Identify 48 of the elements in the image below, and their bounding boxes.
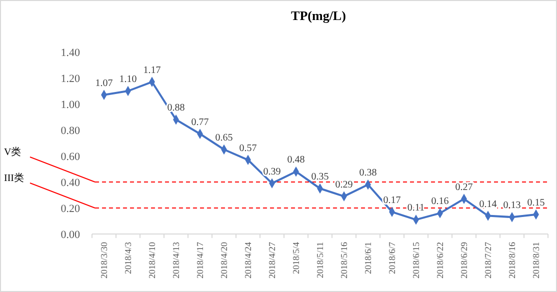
x-tick-label: 2018/6/7: [387, 242, 397, 274]
x-tick-label: 2018/4/20: [219, 242, 229, 279]
x-tick-label: 2018/4/27: [267, 242, 277, 279]
x-tick-label: 2018/6/29: [459, 242, 469, 279]
x-tick-label: 2018/3/30: [99, 242, 109, 279]
data-label: 0.48: [287, 154, 305, 166]
data-label: 0.29: [335, 179, 353, 190]
x-tick-label: 2018/4/24: [243, 242, 253, 279]
data-label: 0.27: [455, 182, 473, 193]
data-label: 1.17: [143, 64, 161, 76]
data-label: 0.39: [263, 166, 281, 178]
x-tick-label: 2018/7/27: [483, 242, 493, 279]
x-tick-label: 2018/4/10: [147, 242, 157, 279]
data-label: 0.14: [479, 198, 497, 210]
x-tick-label: 2018/6/22: [435, 242, 445, 279]
data-label: 0.17: [383, 194, 401, 206]
x-tick-label: 2018/5/16: [339, 242, 349, 279]
ref-line-label: V类: [4, 146, 22, 158]
x-tick-label: 2018/8/31: [531, 242, 541, 279]
x-tick-label: 2018/4/3: [123, 242, 133, 274]
y-tick-label: 0.80: [60, 125, 80, 137]
data-label: 0.13: [503, 200, 521, 212]
data-label: 0.38: [359, 168, 377, 179]
data-label: 0.57: [239, 142, 257, 154]
data-label: 1.10: [119, 74, 137, 85]
data-label: 0.16: [431, 196, 449, 208]
x-tick-label: 2018/5/11: [315, 242, 325, 278]
y-tick-label: 1.40: [60, 47, 80, 59]
data-label: 0.11: [407, 202, 425, 214]
y-tick-label: 0.20: [60, 203, 80, 215]
x-tick-label: 2018/6/15: [411, 242, 421, 279]
y-tick-label: 0.60: [60, 151, 80, 163]
data-label: 0.65: [215, 132, 233, 144]
data-label: 0.35: [311, 172, 329, 182]
x-tick-label: 2018/4/13: [171, 242, 181, 279]
y-tick-label: 0.00: [60, 229, 80, 241]
y-tick-label: 0.40: [60, 177, 80, 189]
y-tick-label: 1.20: [60, 73, 80, 85]
x-tick-label: 2018/4/17: [195, 242, 205, 279]
x-tick-label: 2018/8/16: [507, 242, 517, 279]
chart-title: TP(mg/L): [291, 8, 346, 23]
data-label: 0.15: [527, 198, 545, 208]
y-tick-label: 1.00: [60, 99, 80, 111]
x-tick-label: 2018/6/1: [363, 242, 373, 274]
ref-line-label: III类: [4, 172, 24, 184]
x-tick-label: 2018/5/4: [291, 242, 301, 274]
data-label: 0.77: [191, 116, 209, 128]
data-label: 1.07: [95, 78, 113, 89]
